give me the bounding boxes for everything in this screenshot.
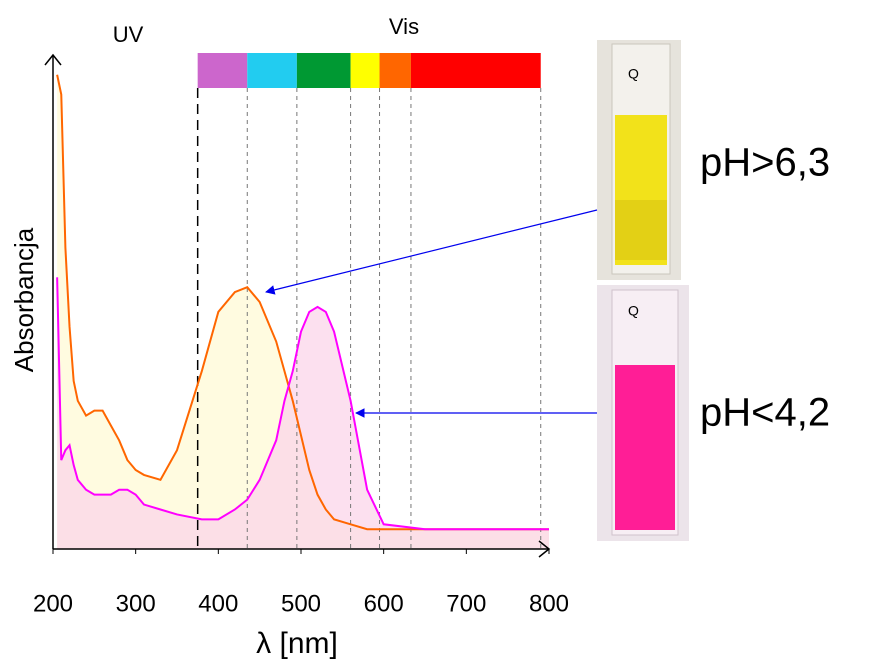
- series-line: [56, 74, 549, 531]
- x-tick-label: 700: [446, 590, 486, 617]
- cuvette-yellow: Q: [597, 40, 681, 280]
- x-tick-label: 500: [281, 590, 321, 617]
- spectrum-band: [197, 53, 248, 88]
- y-axis-label: Absorbancja: [9, 227, 39, 372]
- x-axis-label: λ [nm]: [256, 627, 338, 660]
- cuvette-pink: Q: [597, 285, 689, 541]
- legend-arrow: [265, 209, 598, 295]
- spectrum-band: [410, 53, 541, 88]
- x-tick-label: 300: [116, 590, 156, 617]
- spectrum-band: [350, 53, 380, 88]
- series-line: [56, 277, 549, 531]
- x-tick-label: 400: [198, 590, 238, 617]
- spectrum-band: [379, 53, 411, 88]
- x-tick-label: 600: [364, 590, 404, 617]
- spectrum-band: [247, 53, 297, 88]
- spectrum-band: [296, 53, 351, 88]
- legend-label: pH<4,2: [700, 391, 830, 435]
- vis-label: Vis: [389, 14, 419, 39]
- x-tick-label: 200: [33, 590, 73, 617]
- x-tick-label: 800: [529, 590, 569, 617]
- legend-label: pH>6,3: [700, 141, 830, 185]
- svg-text:Q: Q: [628, 66, 639, 82]
- area: [57, 277, 550, 549]
- svg-text:Q: Q: [628, 303, 639, 319]
- y-axis-arrow: [44, 53, 62, 66]
- uv-label: UV: [113, 22, 144, 47]
